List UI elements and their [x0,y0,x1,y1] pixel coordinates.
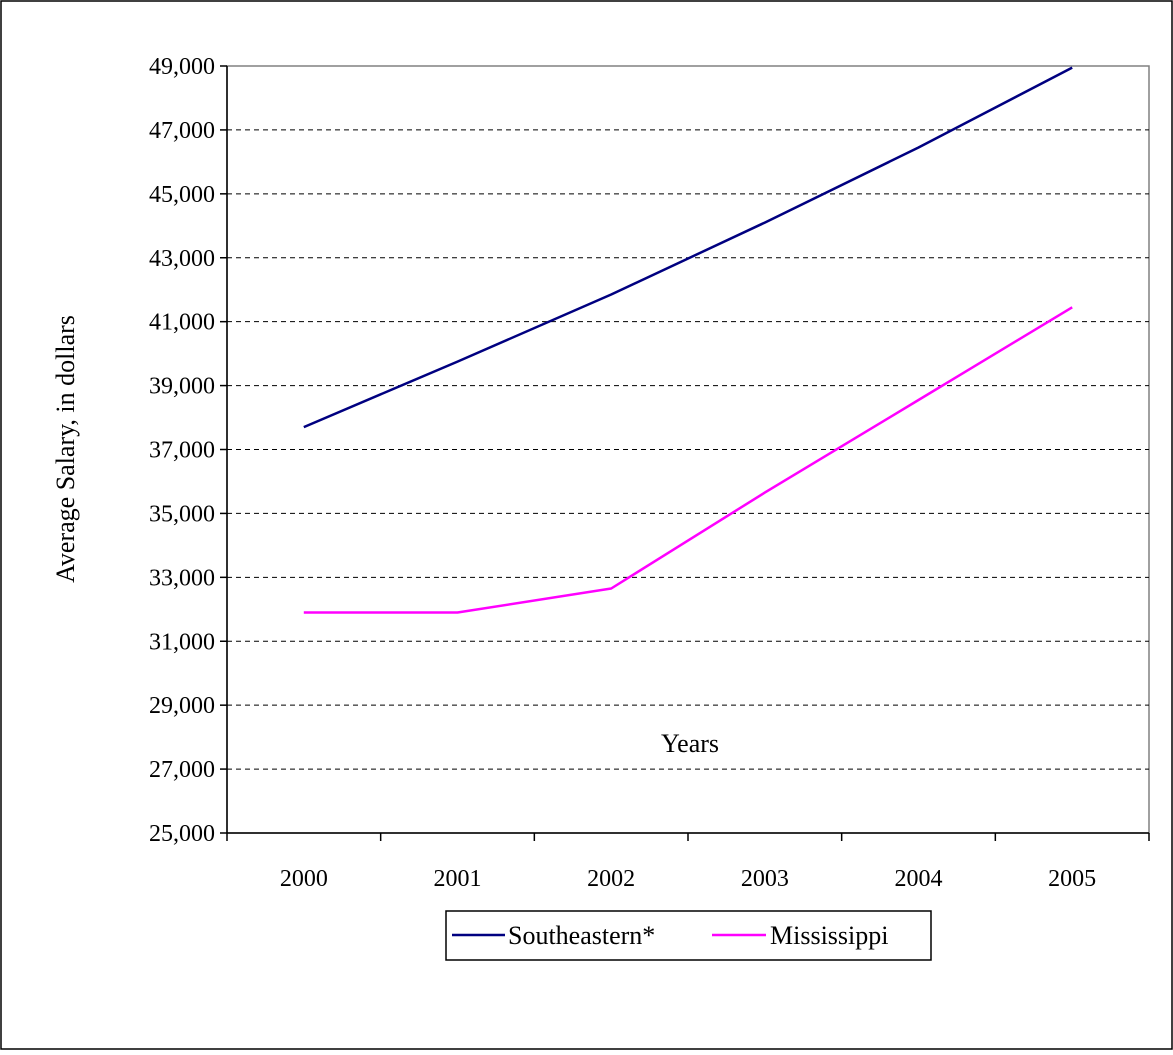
legend-label-southeastern: Southeastern* [508,921,655,950]
series-line-mississippi [303,306,1073,614]
gridlines [227,129,1149,770]
y-tick-label: 25,000 [149,821,215,847]
y-tick-label: 29,000 [149,693,215,719]
y-tick-label: 39,000 [149,374,215,400]
x-tick-label: 2003 [741,866,789,892]
y-tick-label: 35,000 [149,501,215,527]
x-tick-label: 2004 [895,866,943,892]
y-tick-label: 33,000 [149,565,215,591]
y-tick-labels: 25,000 27,000 29,000 31,000 33,000 35,000 37,0… [149,54,215,847]
series-line-southeastern [303,66,1073,429]
y-axis-title: Average Salary, in dollars [51,315,80,583]
y-tick-label: 27,000 [149,757,215,783]
y-tick-label: 49,000 [149,54,215,80]
legend-box [445,910,932,961]
legend-label-mississippi: Mississippi [770,921,889,950]
axes [220,65,1150,841]
y-tick-label: 45,000 [149,182,215,208]
y-tick-label: 37,000 [149,438,215,464]
y-tick-label: 31,000 [149,629,215,655]
legend: Southeastern* Mississippi [445,910,932,961]
x-tick-label: 2000 [280,866,328,892]
x-tick-label: 2005 [1048,866,1096,892]
y-tick-label: 41,000 [149,310,215,336]
x-axis-title: Years [661,729,719,758]
series-lines [303,66,1073,614]
y-tick-label: 47,000 [149,118,215,144]
x-tick-label: 2001 [434,866,482,892]
x-tick-labels: 2000 2001 2002 2003 2004 2005 [280,866,1096,892]
x-tick-label: 2002 [587,866,635,892]
y-tick-label: 43,000 [149,246,215,272]
